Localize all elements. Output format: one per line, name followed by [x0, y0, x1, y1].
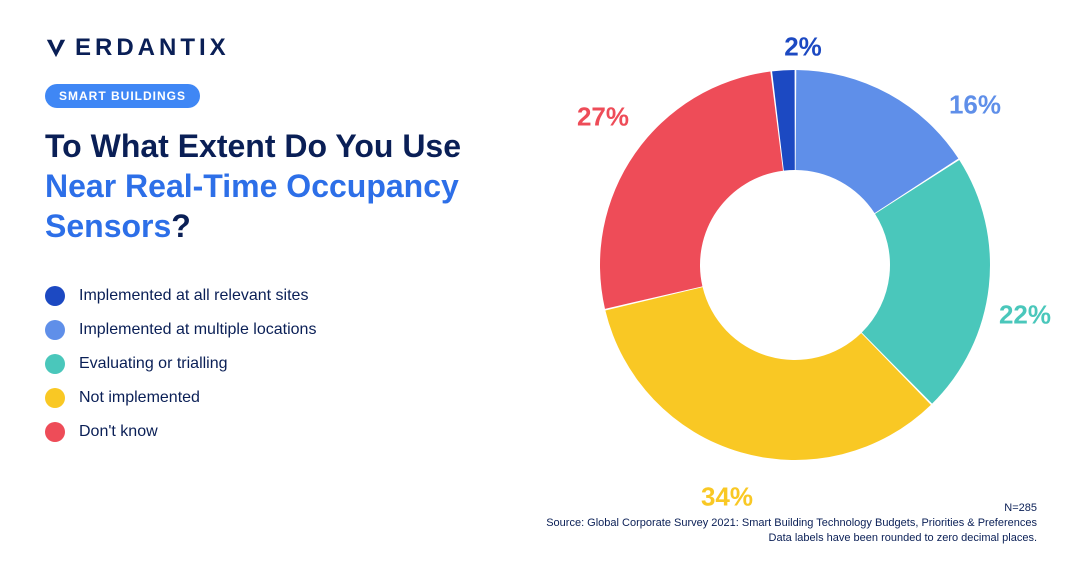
- legend-label: Don't know: [79, 423, 158, 441]
- left-column: ERDANTIX SMART BUILDINGS To What Extent …: [45, 30, 505, 501]
- legend-swatch: [45, 286, 65, 306]
- legend-item: Implemented at all relevant sites: [45, 286, 505, 306]
- legend-item: Implemented at multiple locations: [45, 320, 505, 340]
- footer-notes: N=285 Source: Global Corporate Survey 20…: [45, 501, 1039, 546]
- page-root: ERDANTIX SMART BUILDINGS To What Extent …: [0, 0, 1084, 566]
- title-post: ?: [171, 208, 191, 244]
- slice-label: 34%: [701, 482, 753, 513]
- verdantix-mark-icon: [45, 37, 67, 59]
- main-content: ERDANTIX SMART BUILDINGS To What Extent …: [45, 30, 1039, 501]
- legend: Implemented at all relevant sites Impleme…: [45, 286, 505, 442]
- chart-title: To What Extent Do You Use Near Real-Time…: [45, 126, 505, 246]
- legend-label: Implemented at all relevant sites: [79, 287, 308, 305]
- brand-name: ERDANTIX: [75, 34, 230, 62]
- legend-swatch: [45, 354, 65, 374]
- legend-swatch: [45, 388, 65, 408]
- slice-label: 16%: [949, 90, 1001, 121]
- legend-label: Evaluating or trialling: [79, 355, 228, 373]
- legend-label: Not implemented: [79, 389, 200, 407]
- slice-label: 2%: [784, 32, 822, 63]
- slice-label: 22%: [999, 300, 1051, 331]
- slice-label: 27%: [577, 102, 629, 133]
- legend-item: Not implemented: [45, 388, 505, 408]
- legend-swatch: [45, 320, 65, 340]
- footer-source: Source: Global Corporate Survey 2021: Sm…: [45, 516, 1037, 531]
- legend-item: Don't know: [45, 422, 505, 442]
- title-highlight: Near Real-Time Occupancy Sensors: [45, 168, 459, 244]
- right-column: 2%16%22%34%27%: [505, 30, 1039, 501]
- legend-label: Implemented at multiple locations: [79, 321, 316, 339]
- legend-swatch: [45, 422, 65, 442]
- donut-chart: 2%16%22%34%27%: [555, 25, 1035, 505]
- title-pre: To What Extent Do You Use: [45, 128, 461, 164]
- legend-item: Evaluating or trialling: [45, 354, 505, 374]
- footer-note: Data labels have been rounded to zero de…: [45, 531, 1037, 546]
- category-pill: SMART BUILDINGS: [45, 84, 200, 108]
- brand-logo: ERDANTIX: [45, 34, 505, 62]
